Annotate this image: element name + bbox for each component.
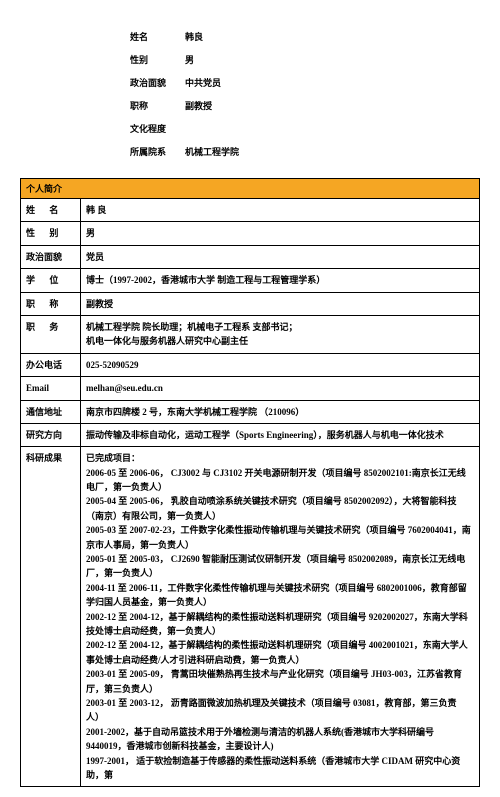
cell-label-email: Email — [21, 377, 81, 400]
cell-value-name: 韩 良 — [81, 199, 480, 222]
cell-label-politics: 政治面貌 — [21, 245, 81, 268]
cell-value-degree: 博士（1997-2002，香港城市大学 制造工程与工程管理学系） — [81, 269, 480, 292]
cell-label-research: 研究方向 — [21, 423, 81, 446]
top-value-gender: 男 — [185, 53, 194, 66]
cell-label-phone: 办公电话 — [21, 353, 81, 376]
top-label-gender: 性别 — [130, 53, 185, 66]
top-info-block: 姓名 韩良 性别 男 政治面貌 中共党员 职称 副教授 文化程度 所属院系 机械… — [130, 30, 480, 158]
table-row: 政治面貌 党员 — [21, 245, 480, 268]
cell-label-duty: 职 务 — [21, 315, 81, 353]
top-row-politics: 政治面貌 中共党员 — [130, 76, 480, 89]
top-label-education: 文化程度 — [130, 122, 185, 135]
top-value-politics: 中共党员 — [185, 76, 221, 89]
table-row: 研究方向 振动传输及非标自动化，运动工程学（Sports Engineering… — [21, 423, 480, 446]
table-row: 科研成果 已完成项目：2006-05 至 2006-06， CJ3002 与 C… — [21, 447, 480, 787]
cell-value-research: 振动传输及非标自动化，运动工程学（Sports Engineering），服务机… — [81, 423, 480, 446]
table-row: Email melhan@seu.edu.cn — [21, 377, 480, 400]
top-row-gender: 性别 男 — [130, 53, 480, 66]
cell-value-phone: 025-52090529 — [81, 353, 480, 376]
cell-label-achievements: 科研成果 — [21, 447, 81, 787]
top-row-education: 文化程度 — [130, 122, 480, 135]
top-value-title: 副教授 — [185, 99, 212, 112]
cell-label-title: 职 称 — [21, 292, 81, 315]
cell-value-politics: 党员 — [81, 245, 480, 268]
top-label-title: 职称 — [130, 99, 185, 112]
cell-value-duty: 机械工程学院 院长助理；机械电子工程系 支部书记；机电一体化与服务机器人研究中心… — [81, 315, 480, 353]
table-row: 性 别 男 — [21, 222, 480, 245]
cell-value-achievements: 已完成项目：2006-05 至 2006-06， CJ3002 与 CJ3102… — [81, 447, 480, 787]
table-row: 办公电话 025-52090529 — [21, 353, 480, 376]
document-page: 姓名 韩良 性别 男 政治面貌 中共党员 职称 副教授 文化程度 所属院系 机械… — [0, 0, 500, 797]
detail-table: 姓 名 韩 良 性 别 男 政治面貌 党员 学 位 博士（1997-2002，香… — [20, 198, 480, 787]
cell-value-address: 南京市四牌楼 2 号，东南大学机械工程学院 （210096） — [81, 400, 480, 423]
cell-label-name: 姓 名 — [21, 199, 81, 222]
cell-value-gender: 男 — [81, 222, 480, 245]
cell-value-title: 副教授 — [81, 292, 480, 315]
top-row-department: 所属院系 机械工程学院 — [130, 145, 480, 158]
cell-label-gender: 性 别 — [21, 222, 81, 245]
top-label-name: 姓名 — [130, 30, 185, 43]
cell-value-email: melhan@seu.edu.cn — [81, 377, 480, 400]
cell-label-degree: 学 位 — [21, 269, 81, 292]
cell-label-address: 通信地址 — [21, 400, 81, 423]
top-label-politics: 政治面貌 — [130, 76, 185, 89]
table-row: 姓 名 韩 良 — [21, 199, 480, 222]
top-row-name: 姓名 韩良 — [130, 30, 480, 43]
top-row-title: 职称 副教授 — [130, 99, 480, 112]
top-value-department: 机械工程学院 — [185, 145, 239, 158]
table-row: 通信地址 南京市四牌楼 2 号，东南大学机械工程学院 （210096） — [21, 400, 480, 423]
top-value-name: 韩良 — [185, 30, 203, 43]
table-row: 职 务 机械工程学院 院长助理；机械电子工程系 支部书记；机电一体化与服务机器人… — [21, 315, 480, 353]
table-row: 学 位 博士（1997-2002，香港城市大学 制造工程与工程管理学系） — [21, 269, 480, 292]
table-row: 职 称 副教授 — [21, 292, 480, 315]
top-label-department: 所属院系 — [130, 145, 185, 158]
section-header: 个人简介 — [20, 178, 480, 198]
